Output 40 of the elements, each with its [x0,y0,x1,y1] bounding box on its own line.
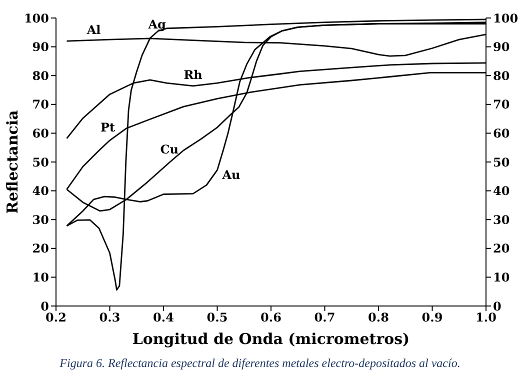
y-tick-label: 10 [32,270,49,284]
x-tick-label: 0.9 [422,310,443,325]
y-tick-label: 20 [32,242,49,256]
series-label: Rh [184,68,203,82]
y-tick-label: 40 [32,184,49,198]
y2-tick-label: 100 [493,11,518,26]
x-axis-title: Longitud de Onda (micrometros) [132,330,410,348]
x-tick-label: 0.2 [46,310,66,325]
y-tick-label: 30 [32,212,49,227]
y-tick-label: 70 [32,98,49,112]
y-tick-label: 100 [24,11,49,26]
y2-tick-label: 60 [493,126,510,140]
x-tick-label: 0.7 [314,310,336,325]
x-tick-label: 0.8 [368,310,389,325]
y-axis-title: Reflectancia [3,110,22,214]
y2-tick-label: 50 [493,155,510,170]
y2-tick-label: 80 [493,68,510,83]
series-label: Au [221,168,241,182]
y2-tick-label: 70 [493,98,510,112]
y2-tick-label: 40 [493,184,510,198]
x-tick-label: 0.6 [260,310,282,325]
y2-tick-label: 90 [493,40,510,54]
y2-tick-label: 0 [493,299,502,314]
y2-tick-label: 30 [493,212,510,227]
y2-tick-label: 10 [493,270,510,284]
x-tick-label: 0.3 [99,310,120,325]
y-tick-label: 50 [32,155,49,170]
x-tick-label: 0.4 [153,310,174,325]
series-label: Pt [100,120,116,135]
text: Figura 6. Reflectancia espectral de diferentes metales electro-depositados al vacío. [58,356,462,371]
series-label: Ag [147,17,167,32]
y2-tick-label: 20 [493,242,510,256]
y-tick-label: 0 [40,299,49,314]
y-tick-label: 80 [32,68,49,83]
x-tick-label: 1.0 [476,310,496,325]
series-label: Al [86,23,102,38]
x-tick-label: 0.5 [206,310,228,325]
y-tick-label: 90 [32,40,49,54]
y-tick-label: 60 [32,126,49,140]
series-label: Cu [160,142,179,157]
